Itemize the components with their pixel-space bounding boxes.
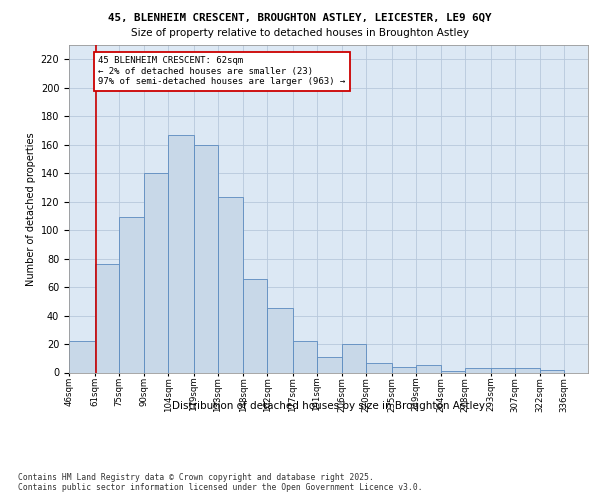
Bar [465,368,491,372]
Bar [267,308,293,372]
Bar [491,368,515,372]
Text: 45 BLENHEIM CRESCENT: 62sqm
← 2% of detached houses are smaller (23)
97% of semi: 45 BLENHEIM CRESCENT: 62sqm ← 2% of deta… [98,56,345,86]
Text: Size of property relative to detached houses in Broughton Astley: Size of property relative to detached ho… [131,28,469,38]
Bar [441,371,465,372]
Bar [366,362,392,372]
Bar [119,218,144,372]
Bar [218,198,243,372]
Text: 45, BLENHEIM CRESCENT, BROUGHTON ASTLEY, LEICESTER, LE9 6QY: 45, BLENHEIM CRESCENT, BROUGHTON ASTLEY,… [108,12,492,22]
Bar [194,144,218,372]
Text: Contains HM Land Registry data © Crown copyright and database right 2025.
Contai: Contains HM Land Registry data © Crown c… [18,472,422,492]
Bar [168,134,194,372]
Bar [540,370,564,372]
Bar [144,173,168,372]
Bar [317,357,342,372]
Bar [515,368,540,372]
Bar [95,264,119,372]
Bar [69,341,95,372]
Bar [293,341,317,372]
Bar [416,366,441,372]
Text: Distribution of detached houses by size in Broughton Astley: Distribution of detached houses by size … [172,401,485,411]
Bar [392,367,416,372]
Bar [243,278,267,372]
Y-axis label: Number of detached properties: Number of detached properties [26,132,37,286]
Bar [342,344,366,372]
